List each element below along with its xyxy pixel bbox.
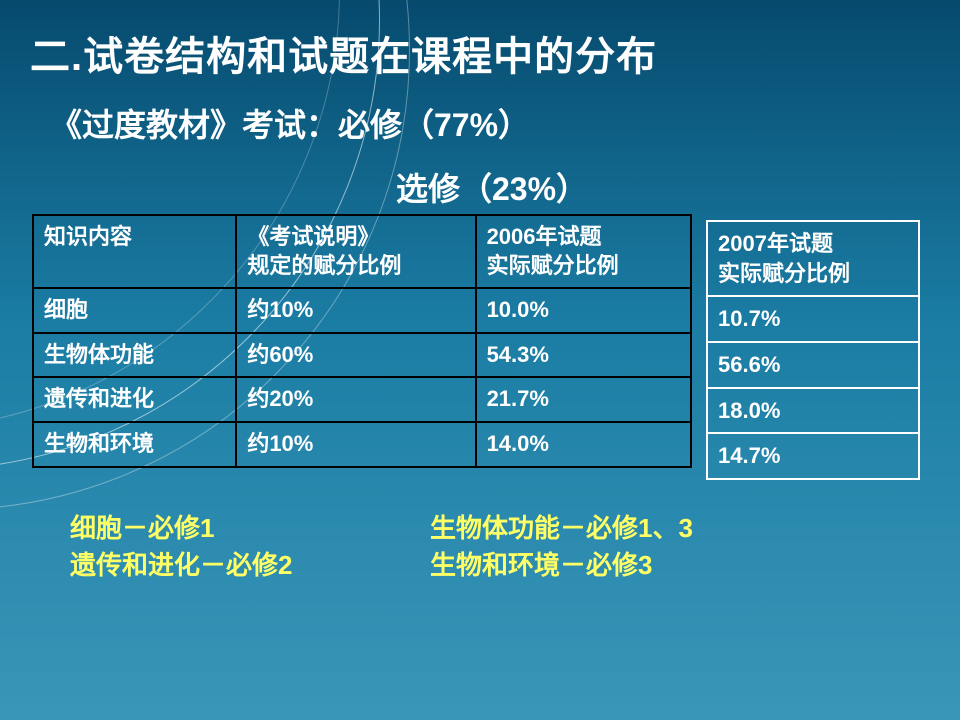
cell: 10.0% <box>476 288 691 333</box>
main-header-2: 2006年试题实际赋分比例 <box>476 215 691 288</box>
cell: 遗传和进化 <box>33 377 236 422</box>
footer-item: 细胞－必修1 <box>70 510 410 546</box>
cell: 生物体功能 <box>33 333 236 378</box>
side-header: 2007年试题实际赋分比例 <box>707 221 919 296</box>
cell: 约10% <box>236 422 475 467</box>
cell: 54.3% <box>476 333 691 378</box>
cell: 生物和环境 <box>33 422 236 467</box>
side-table: 2007年试题实际赋分比例 10.7% 56.6% 18.0% 14.7% <box>706 220 920 480</box>
main-table: 知识内容 《考试说明》规定的赋分比例 2006年试题实际赋分比例 细胞 约10%… <box>32 214 692 468</box>
cell: 14.0% <box>476 422 691 467</box>
cell: 21.7% <box>476 377 691 422</box>
cell: 56.6% <box>707 342 919 388</box>
cell: 细胞 <box>33 288 236 333</box>
table-row: 细胞 约10% 10.0% <box>33 288 691 333</box>
main-header-0: 知识内容 <box>33 215 236 288</box>
footer-item: 遗传和进化－必修2 <box>70 547 410 583</box>
table-row: 10.7% <box>707 296 919 342</box>
table-row: 生物体功能 约60% 54.3% <box>33 333 691 378</box>
slide-title: 二.试卷结构和试题在课程中的分布 <box>0 0 960 92</box>
subtitle-required: 《过度教材》考试：必修（77%） <box>0 100 960 146</box>
cell: 10.7% <box>707 296 919 342</box>
subtitle-elective: 选修（23%） <box>0 164 960 210</box>
table-row: 遗传和进化 约20% 21.7% <box>33 377 691 422</box>
main-header-1: 《考试说明》规定的赋分比例 <box>236 215 475 288</box>
footer-item: 生物和环境－必修3 <box>430 547 920 583</box>
cell: 约10% <box>236 288 475 333</box>
cell: 18.0% <box>707 388 919 434</box>
footer-mapping: 细胞－必修1 生物体功能－必修1、3 遗传和进化－必修2 生物和环境－必修3 <box>0 480 960 583</box>
cell: 约20% <box>236 377 475 422</box>
table-row: 18.0% <box>707 388 919 434</box>
table-row: 生物和环境 约10% 14.0% <box>33 422 691 467</box>
cell: 14.7% <box>707 433 919 479</box>
footer-item: 生物体功能－必修1、3 <box>430 510 920 546</box>
cell: 约60% <box>236 333 475 378</box>
table-row: 56.6% <box>707 342 919 388</box>
table-row: 14.7% <box>707 433 919 479</box>
tables-container: 知识内容 《考试说明》规定的赋分比例 2006年试题实际赋分比例 细胞 约10%… <box>0 210 960 480</box>
